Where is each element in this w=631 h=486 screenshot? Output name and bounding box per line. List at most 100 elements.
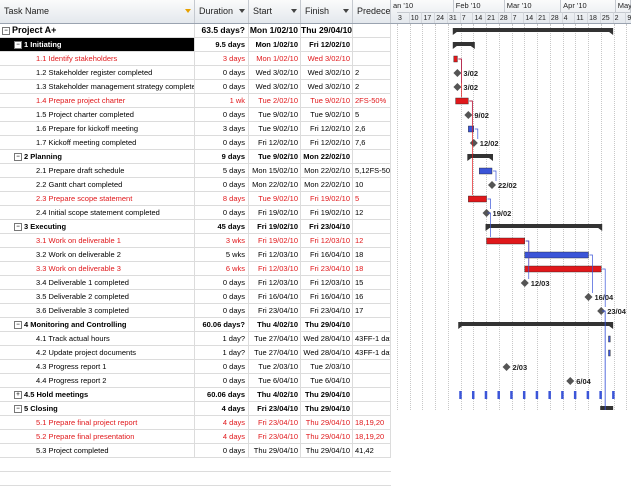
task-name-cell[interactable]: 3.3 Work on deliverable 3 bbox=[0, 262, 195, 275]
predecessors-cell[interactable]: 43FF-1 day,2 bbox=[355, 332, 391, 345]
duration-cell[interactable]: 0 days bbox=[195, 360, 249, 373]
finish-cell[interactable]: Fri 12/02/10 bbox=[301, 38, 353, 51]
task-name-cell[interactable]: 5.3 Project completed bbox=[0, 444, 195, 457]
finish-cell[interactable]: Wed 3/02/10 bbox=[301, 52, 353, 65]
column-header-finish[interactable]: Finish bbox=[301, 0, 353, 23]
dropdown-arrow-icon[interactable] bbox=[185, 9, 191, 13]
task-name-cell[interactable]: 3.1 Work on deliverable 1 bbox=[0, 234, 195, 247]
duration-cell[interactable]: 0 days bbox=[195, 290, 249, 303]
duration-cell[interactable]: 4 days bbox=[195, 430, 249, 443]
duration-cell[interactable]: 1 day? bbox=[195, 332, 249, 345]
start-cell[interactable]: Tue 9/02/10 bbox=[249, 192, 301, 205]
start-cell[interactable]: Fri 19/02/10 bbox=[249, 220, 301, 233]
meeting-tick[interactable] bbox=[535, 391, 539, 399]
start-cell[interactable]: Mon 1/02/10 bbox=[249, 24, 301, 37]
duration-cell[interactable]: 1 wk bbox=[195, 94, 249, 107]
task-name-cell[interactable]: 3.4 Deliverable 1 completed bbox=[0, 276, 195, 289]
predecessors-cell[interactable]: 15 bbox=[353, 276, 391, 289]
task-name-cell[interactable]: 4.2 Update project documents bbox=[0, 346, 195, 359]
task-name-cell[interactable]: − Project A+ bbox=[0, 24, 195, 37]
finish-cell[interactable]: Wed 28/04/10 bbox=[301, 346, 353, 359]
summary-bar[interactable] bbox=[485, 224, 603, 228]
task-name-cell[interactable]: 1.6 Prepare for kickoff meeting bbox=[0, 122, 195, 135]
milestone-diamond[interactable] bbox=[453, 69, 462, 77]
task-bar[interactable] bbox=[479, 167, 493, 175]
predecessors-cell[interactable]: 18,19,20 bbox=[353, 416, 391, 429]
task-row[interactable]: −4 Monitoring and Controlling 60.06 days?… bbox=[0, 318, 391, 332]
task-name-cell[interactable]: −1 Initiating bbox=[0, 38, 195, 51]
predecessors-cell[interactable]: 2FS-50% bbox=[353, 94, 391, 107]
expand-icon[interactable]: + bbox=[14, 391, 22, 400]
task-bar[interactable] bbox=[486, 237, 525, 245]
predecessors-cell[interactable] bbox=[353, 38, 391, 51]
predecessors-cell[interactable]: 10 bbox=[353, 178, 391, 191]
start-cell[interactable]: Fri 12/03/10 bbox=[249, 248, 301, 261]
summary-bar[interactable] bbox=[452, 42, 475, 46]
start-cell[interactable]: Thu 4/02/10 bbox=[249, 318, 301, 331]
task-row[interactable]: − Project A+ 63.5 days? Mon 1/02/10 Thu 29/0… bbox=[0, 24, 391, 38]
start-cell[interactable]: Tue 9/02/10 bbox=[249, 108, 301, 121]
finish-cell[interactable]: Fri 16/04/10 bbox=[301, 290, 353, 303]
finish-cell[interactable]: Mon 22/02/10 bbox=[301, 150, 353, 163]
start-cell[interactable]: Fri 23/04/10 bbox=[249, 416, 301, 429]
predecessors-cell[interactable] bbox=[353, 402, 391, 415]
finish-cell[interactable]: Fri 12/02/10 bbox=[301, 136, 353, 149]
summary-bar-left-cap[interactable] bbox=[452, 32, 457, 35]
predecessors-cell[interactable]: 12 bbox=[353, 206, 391, 219]
collapse-icon[interactable]: − bbox=[14, 223, 22, 232]
summary-bar-right-cap[interactable] bbox=[489, 158, 493, 161]
meeting-tick[interactable] bbox=[561, 391, 564, 399]
task-row[interactable]: 2.4 Initial scope statement completed 0 d… bbox=[0, 206, 391, 220]
task-name-cell[interactable]: 5.2 Prepare final presentation bbox=[0, 430, 195, 443]
dropdown-arrow-icon[interactable] bbox=[343, 9, 349, 13]
duration-cell[interactable]: 0 days bbox=[195, 276, 249, 289]
finish-cell[interactable]: Thu 29/04/10 bbox=[301, 444, 353, 457]
duration-cell[interactable]: 0 days bbox=[195, 374, 249, 387]
finish-cell[interactable]: Tue 9/02/10 bbox=[301, 94, 353, 107]
start-cell[interactable]: Mon 1/02/10 bbox=[249, 38, 301, 51]
summary-bar[interactable] bbox=[600, 406, 614, 410]
task-name-cell[interactable]: −3 Executing bbox=[0, 220, 195, 233]
predecessors-cell[interactable]: 2,6 bbox=[353, 122, 391, 135]
collapse-icon[interactable]: − bbox=[14, 405, 22, 414]
duration-cell[interactable]: 5 days bbox=[195, 164, 249, 177]
meeting-tick[interactable] bbox=[522, 391, 526, 399]
summary-bar-right-cap[interactable] bbox=[609, 326, 614, 329]
task-row[interactable]: 5.1 Prepare final project report 4 days Fr… bbox=[0, 416, 391, 430]
milestone-diamond[interactable] bbox=[597, 307, 606, 315]
collapse-icon[interactable]: − bbox=[14, 41, 22, 50]
task-row[interactable]: 2.3 Prepare scope statement 8 days Tue 9/0… bbox=[0, 192, 391, 206]
summary-bar-left-cap[interactable] bbox=[485, 228, 490, 231]
duration-cell[interactable]: 3 days bbox=[195, 122, 249, 135]
task-bar[interactable] bbox=[468, 125, 474, 133]
task-name-cell[interactable]: 1.2 Stakeholder register completed bbox=[0, 66, 195, 79]
task-row[interactable]: −5 Closing 4 days Fri 23/04/10 Thu 29/04/10 bbox=[0, 402, 391, 416]
duration-cell[interactable]: 60.06 days bbox=[195, 388, 249, 401]
duration-cell[interactable]: 0 days bbox=[195, 80, 249, 93]
predecessors-cell[interactable] bbox=[353, 52, 391, 65]
meeting-tick[interactable] bbox=[599, 391, 602, 399]
task-name-cell[interactable]: 2.4 Initial scope statement completed bbox=[0, 206, 195, 219]
predecessors-cell[interactable] bbox=[353, 360, 391, 373]
predecessors-cell[interactable]: 18,19,20 bbox=[353, 430, 391, 443]
finish-cell[interactable]: Fri 16/04/10 bbox=[301, 248, 353, 261]
task-row[interactable]: 3.5 Deliverable 2 completed 0 days Fri 16/… bbox=[0, 290, 391, 304]
predecessors-cell[interactable]: 2 bbox=[353, 66, 391, 79]
finish-cell[interactable]: Wed 3/02/10 bbox=[301, 80, 353, 93]
duration-cell[interactable]: 8 days bbox=[195, 192, 249, 205]
duration-cell[interactable]: 9 days bbox=[195, 150, 249, 163]
task-row[interactable]: 4.1 Track actual hours 1 day? Tue 27/04/10… bbox=[0, 332, 391, 346]
task-bar[interactable] bbox=[468, 195, 487, 203]
dropdown-arrow-icon[interactable] bbox=[291, 9, 297, 13]
task-row[interactable]: 5.2 Prepare final presentation 4 days Fri … bbox=[0, 430, 391, 444]
summary-bar[interactable] bbox=[467, 154, 493, 158]
task-bar[interactable] bbox=[453, 55, 458, 63]
task-name-cell[interactable]: +4.5 Hold meetings bbox=[0, 388, 195, 401]
task-name-cell[interactable]: 2.1 Prepare draft schedule bbox=[0, 164, 195, 177]
finish-cell[interactable]: Fri 23/04/10 bbox=[301, 304, 353, 317]
column-header-start[interactable]: Start bbox=[249, 0, 301, 23]
finish-cell[interactable]: Tue 2/03/10 bbox=[301, 360, 353, 373]
meeting-tick[interactable] bbox=[471, 391, 475, 399]
milestone-diamond[interactable] bbox=[502, 363, 511, 371]
